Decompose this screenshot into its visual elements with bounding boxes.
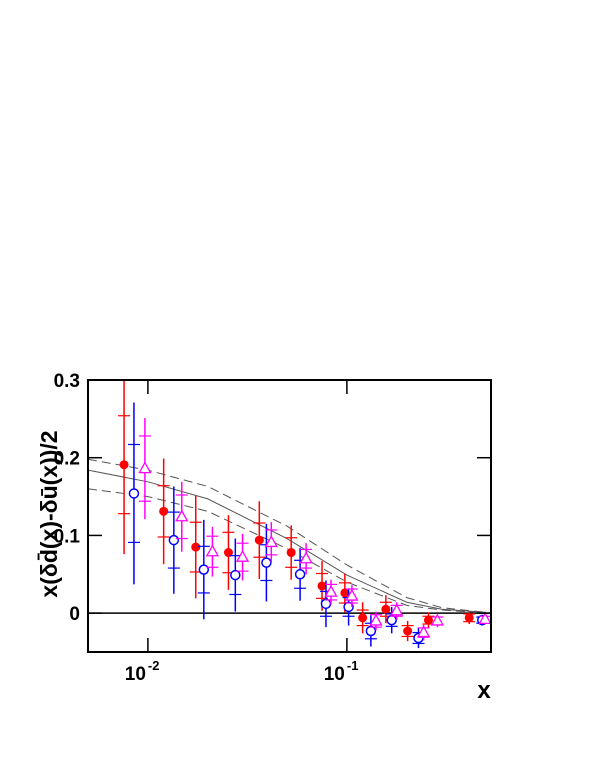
marker [423, 615, 433, 625]
frame [87, 379, 492, 653]
marker [175, 509, 189, 522]
marker [358, 613, 368, 623]
marker [128, 488, 140, 499]
marker [464, 613, 474, 623]
marker [417, 625, 431, 638]
marker [119, 460, 129, 470]
marker [324, 584, 338, 597]
y-tick-label: 0.2 [54, 449, 80, 470]
marker [343, 601, 354, 613]
marker [254, 535, 264, 545]
marker [191, 542, 201, 552]
marker [403, 626, 413, 636]
marker [299, 551, 313, 564]
marker [381, 604, 391, 614]
marker [369, 613, 383, 626]
x-axis-label: x [477, 677, 491, 704]
curve [88, 458, 487, 613]
marker [430, 613, 444, 626]
marker [286, 548, 296, 558]
curve [88, 488, 486, 614]
y-tick-label: 0.3 [54, 371, 80, 392]
marker [365, 625, 377, 637]
marker [264, 535, 278, 548]
marker [340, 588, 350, 598]
marker [230, 569, 241, 581]
marker [294, 569, 306, 580]
x-tick-label: 10 [324, 664, 345, 685]
marker [235, 549, 250, 562]
x-tick-exponent: -2 [148, 658, 160, 673]
curve [88, 469, 486, 613]
marker [159, 506, 169, 516]
x-tick-label: 10 [125, 664, 146, 685]
marker [320, 598, 332, 610]
marker [198, 564, 210, 575]
plot-area [88, 380, 491, 649]
marker [223, 548, 233, 558]
y-axis-label: x(δd̄(x)-δū(x))/2 [36, 430, 62, 597]
marker [345, 588, 359, 601]
marker [205, 544, 220, 557]
marker [138, 461, 152, 474]
y-tick-label: 0.1 [54, 526, 81, 547]
marker [390, 603, 404, 616]
marker [386, 614, 397, 626]
marker [478, 612, 491, 625]
y-tick-label: 0 [69, 604, 80, 625]
marker [261, 557, 272, 568]
marker [168, 534, 180, 546]
marker [317, 581, 327, 591]
x-tick-exponent: -1 [347, 658, 359, 673]
